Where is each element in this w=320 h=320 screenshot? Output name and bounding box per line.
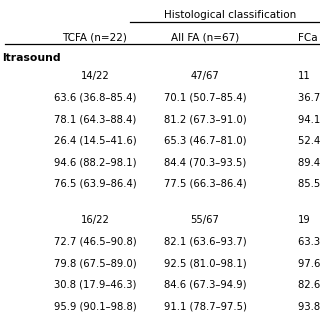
Text: 70.1 (50.7–85.4): 70.1 (50.7–85.4): [164, 93, 246, 103]
Text: 79.8 (67.5–89.0): 79.8 (67.5–89.0): [54, 258, 136, 268]
Text: 16/22: 16/22: [81, 215, 109, 225]
Text: 47/67: 47/67: [191, 71, 220, 81]
Text: 72.7 (46.5–90.8): 72.7 (46.5–90.8): [54, 237, 136, 247]
Text: 89.4 (7…: 89.4 (7…: [298, 157, 320, 167]
Text: 30.8 (17.9–46.3): 30.8 (17.9–46.3): [54, 280, 136, 290]
Text: 55/67: 55/67: [191, 215, 220, 225]
Text: 63.3 (3…: 63.3 (3…: [298, 237, 320, 247]
Text: 85.5 (7…: 85.5 (7…: [298, 179, 320, 189]
Text: 94.1 (8…: 94.1 (8…: [298, 114, 320, 124]
Text: 84.4 (70.3–93.5): 84.4 (70.3–93.5): [164, 157, 246, 167]
Text: 97.6 (8…: 97.6 (8…: [298, 258, 320, 268]
Text: 76.5 (63.9–86.4): 76.5 (63.9–86.4): [54, 179, 136, 189]
Text: 92.5 (81.0–98.1): 92.5 (81.0–98.1): [164, 258, 246, 268]
Text: ltrasound: ltrasound: [2, 53, 60, 63]
Text: 19: 19: [298, 215, 311, 225]
Text: 78.1 (64.3–88.4): 78.1 (64.3–88.4): [54, 114, 136, 124]
Text: Histological classification: Histological classification: [164, 10, 296, 20]
Text: 65.3 (46.7–81.0): 65.3 (46.7–81.0): [164, 136, 246, 146]
Text: 82.6 (5…: 82.6 (5…: [298, 280, 320, 290]
Text: 11: 11: [298, 71, 311, 81]
Text: 14/22: 14/22: [81, 71, 109, 81]
Text: 95.9 (90.1–98.8): 95.9 (90.1–98.8): [54, 301, 136, 311]
Text: 82.1 (63.6–93.7): 82.1 (63.6–93.7): [164, 237, 246, 247]
Text: 77.5 (66.3–86.4): 77.5 (66.3–86.4): [164, 179, 246, 189]
Text: TCFA (n=22): TCFA (n=22): [63, 33, 127, 43]
Text: 26.4 (14.5–41.6): 26.4 (14.5–41.6): [54, 136, 136, 146]
Text: 91.1 (78.7–97.5): 91.1 (78.7–97.5): [164, 301, 246, 311]
Text: 52.4 (2…: 52.4 (2…: [298, 136, 320, 146]
Text: 93.8 (8…: 93.8 (8…: [298, 301, 320, 311]
Text: 63.6 (36.8–85.4): 63.6 (36.8–85.4): [54, 93, 136, 103]
Text: FCa n: FCa n: [298, 33, 320, 43]
Text: 36.7 (1…: 36.7 (1…: [298, 93, 320, 103]
Text: 81.2 (67.3–91.0): 81.2 (67.3–91.0): [164, 114, 246, 124]
Text: 94.6 (88.2–98.1): 94.6 (88.2–98.1): [54, 157, 136, 167]
Text: 84.6 (67.3–94.9): 84.6 (67.3–94.9): [164, 280, 246, 290]
Text: All FA (n=67): All FA (n=67): [171, 33, 239, 43]
